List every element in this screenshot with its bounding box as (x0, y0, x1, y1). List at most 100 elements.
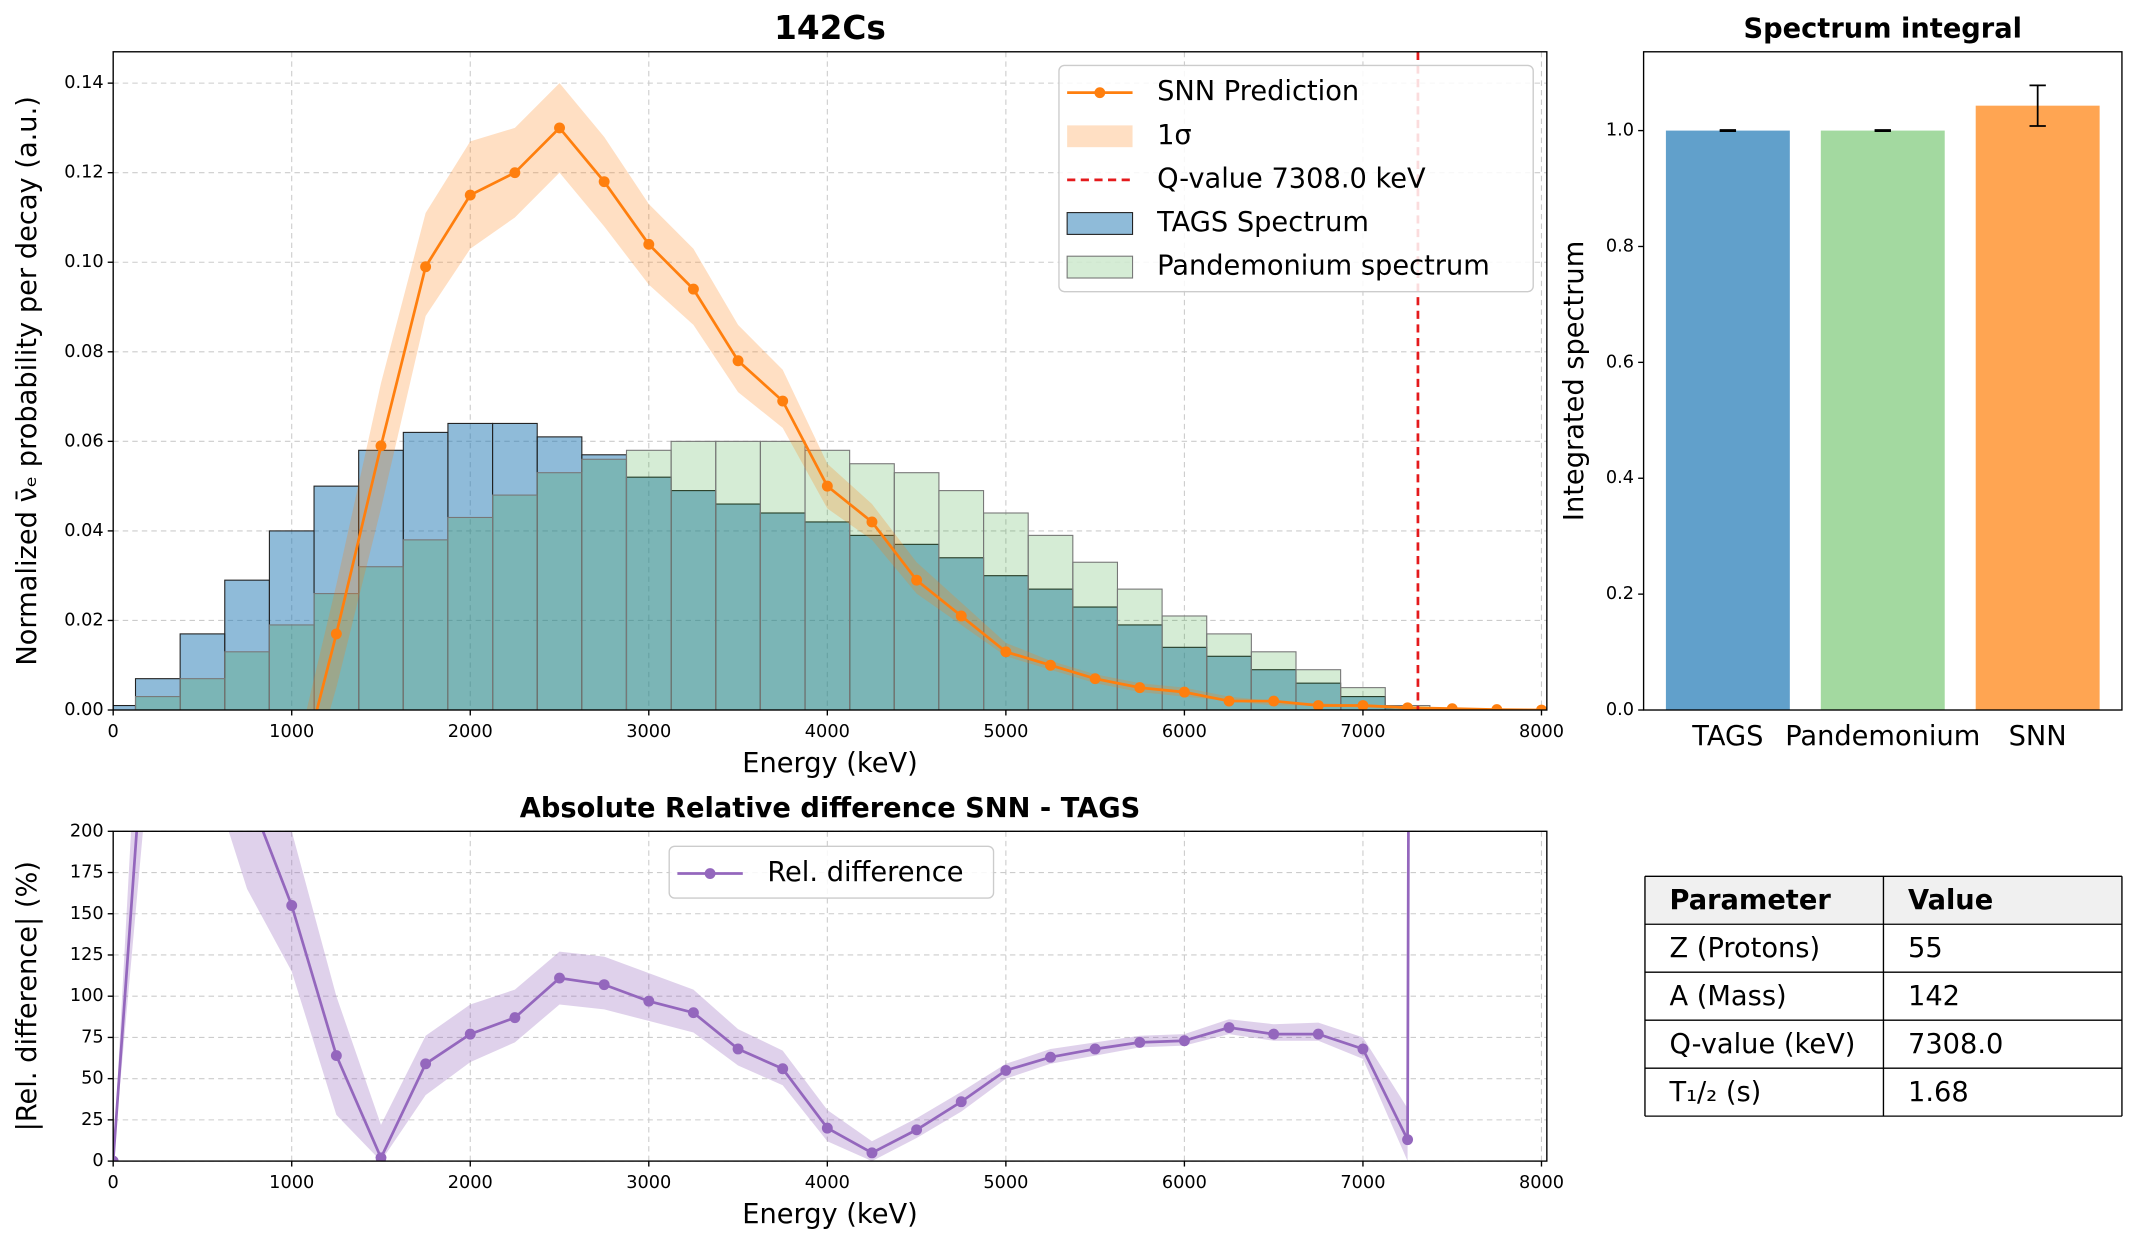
table-cell: 1.68 (1908, 1077, 1969, 1108)
table-cell: Z (Protons) (1669, 933, 1820, 964)
data-point (330, 628, 342, 640)
bar (1975, 105, 2100, 711)
legend-box (1058, 64, 1534, 293)
data-point (509, 1012, 521, 1024)
x-tick-label: 5000 (983, 722, 1028, 742)
y-tick-label: 0.00 (64, 700, 103, 720)
data-point (777, 1063, 789, 1075)
y-tick-label: 0.08 (64, 342, 103, 362)
data-point (687, 283, 699, 295)
x-tick-label: 0 (108, 1173, 119, 1193)
histogram-bar (179, 678, 226, 711)
y-tick-label: 0.14 (64, 73, 103, 93)
data-point (1089, 1043, 1101, 1055)
x-tick-label: 8000 (1519, 722, 1564, 742)
data-point (1045, 1051, 1056, 1063)
histogram-bar (224, 651, 270, 711)
data-point (464, 189, 476, 201)
histogram-bar (1116, 624, 1163, 711)
x-tick-label: Pandemonium (1785, 721, 1980, 752)
x-tick-label: 3000 (626, 722, 671, 742)
y-tick-label: 0.02 (64, 610, 103, 630)
histogram-bar (715, 440, 761, 711)
y-tick-label: 0.12 (64, 163, 103, 183)
x-tick-label: 8000 (1519, 1173, 1564, 1193)
histogram-bar (268, 530, 315, 711)
data-point (1268, 695, 1280, 707)
data-point (286, 900, 298, 911)
histogram-bar (581, 454, 628, 711)
data-point (375, 440, 387, 452)
chart-title: Spectrum integral (1744, 13, 2022, 44)
legend-handle (1067, 125, 1133, 148)
data-point (643, 238, 655, 250)
data-point (866, 1147, 878, 1159)
x-axis-label: Energy (keV) (742, 1199, 918, 1230)
histogram-bar (581, 458, 628, 711)
data-point (509, 167, 521, 179)
data-point (420, 261, 432, 273)
plot-content (113, 51, 1547, 814)
y-tick-label: 175 (70, 863, 104, 883)
x-tick-label: 7000 (1340, 1173, 1385, 1193)
y-tick-label: 0.10 (64, 252, 103, 272)
data-point (1134, 682, 1146, 694)
y-tick-label: 0.6 (1606, 352, 1634, 372)
plot-content (113, 785, 1414, 1162)
data-point (732, 355, 744, 367)
y-tick-label: 0.06 (64, 431, 103, 451)
data-point (286, 803, 297, 814)
y-tick-label: 75 (81, 1027, 104, 1047)
histogram-bar (492, 494, 538, 711)
histogram-bar (1072, 606, 1119, 711)
y-tick-label: 0.8 (1606, 236, 1634, 256)
table-cell: 55 (1908, 933, 1943, 964)
y-axis-label: Integrated spectrum (1559, 241, 1590, 521)
y-tick-label: 0.4 (1606, 468, 1634, 488)
data-point (375, 1152, 387, 1162)
legend-label: Rel. difference (767, 857, 963, 888)
data-point (420, 1058, 432, 1070)
table-cell: T₁/₂ (s) (1668, 1077, 1761, 1108)
y-tick-label: 200 (70, 821, 104, 841)
error-band (113, 831, 1408, 1162)
histogram-bar (625, 449, 672, 711)
histogram-bar (536, 436, 583, 711)
data-point (554, 972, 565, 984)
data-point (242, 785, 253, 796)
bar (1665, 130, 1790, 711)
histogram-bar (893, 543, 940, 711)
y-tick-label: 0.0 (1606, 700, 1634, 720)
y-tick-label: 100 (70, 986, 104, 1006)
chart-title: Absolute Relative difference SNN - TAGS (520, 793, 1140, 824)
data-point (1491, 704, 1503, 711)
histogram-bar (804, 449, 851, 711)
y-tick-label: 25 (81, 1110, 104, 1130)
x-tick-label: TAGS (1691, 721, 1763, 752)
y-tick-label: 1.0 (1606, 121, 1634, 141)
data-point (598, 176, 610, 188)
y-tick-label: 0.04 (64, 521, 103, 541)
histogram-bar (447, 516, 494, 711)
x-axis-label: Energy (keV) (742, 748, 918, 779)
data-point (777, 395, 789, 407)
data-point (330, 1050, 342, 1062)
legend-handle (1094, 87, 1106, 99)
legend-handle (1066, 212, 1134, 235)
data-point (1223, 1022, 1235, 1033)
histogram-bar (670, 440, 717, 711)
data-point (1089, 673, 1101, 685)
legend-handle (1066, 255, 1134, 279)
histogram-bar (134, 696, 181, 711)
histogram-bar (1161, 646, 1208, 711)
data-point (643, 995, 655, 1007)
data-point (1178, 1035, 1190, 1047)
legend-label: TAGS Spectrum (1156, 207, 1369, 238)
legend-label: Q-value 7308.0 keV (1157, 163, 1426, 194)
table-cell: A (Mass) (1669, 981, 1786, 1012)
table-cell: 142 (1908, 981, 1960, 1012)
data-point (821, 1122, 833, 1134)
data-point (1446, 703, 1458, 711)
table-cell: Q-value (keV) (1669, 1029, 1855, 1060)
x-tick-label: 1000 (269, 1173, 314, 1193)
